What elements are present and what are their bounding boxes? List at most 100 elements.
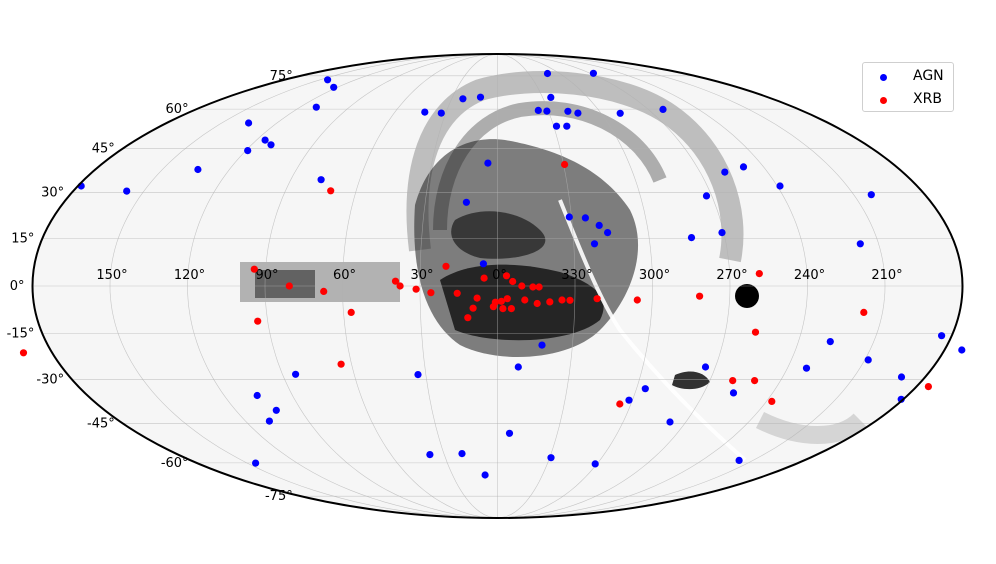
- xrb-point: [558, 296, 566, 304]
- latitude-tick-label: 15°: [11, 232, 34, 247]
- agn-point: [616, 109, 624, 117]
- xrb-point: [616, 400, 624, 408]
- longitude-gridline: [419, 53, 498, 519]
- agn-point: [261, 136, 269, 144]
- agn-point: [458, 450, 466, 458]
- agn-point: [574, 109, 582, 117]
- agn-point: [481, 471, 489, 479]
- agn-point: [543, 69, 552, 78]
- xrb-point: [755, 270, 763, 278]
- agn-point: [701, 363, 710, 371]
- agn-point: [505, 429, 514, 437]
- agn-point: [687, 234, 696, 242]
- xrb-point: [566, 296, 574, 304]
- xrb-point: [518, 282, 526, 290]
- longitude-tick-label: 330°: [561, 268, 592, 283]
- xrb-point: [427, 289, 435, 297]
- agn-point: [272, 406, 280, 414]
- agn-point: [563, 122, 571, 130]
- agn-point: [595, 221, 603, 229]
- longitude-gridline: [109, 53, 498, 519]
- xrb-point: [19, 349, 28, 357]
- data-points: [19, 69, 966, 479]
- agn-point: [534, 106, 542, 114]
- xrb-point: [533, 299, 541, 308]
- agn-point: [547, 93, 555, 101]
- xrb-point: [320, 287, 328, 295]
- agn-point: [565, 213, 573, 221]
- longitude-tick-label: 30°: [410, 268, 433, 283]
- agn-point: [856, 240, 864, 248]
- agn-point: [317, 176, 325, 184]
- xrb-point: [503, 295, 511, 303]
- longitude-tick-label: 150°: [96, 268, 127, 283]
- agn-point: [938, 332, 946, 340]
- legend: AGN XRB: [862, 62, 954, 112]
- xrb-point: [254, 317, 262, 325]
- agn-point: [479, 260, 487, 268]
- agn-point: [330, 83, 338, 91]
- agn-point: [194, 165, 202, 174]
- agn-point: [718, 229, 726, 237]
- xrb-point: [453, 289, 461, 297]
- longitude-tick-label: 240°: [794, 268, 825, 283]
- longitude-tick-label: 120°: [174, 268, 205, 283]
- agn-point: [426, 451, 434, 459]
- xrb-point: [696, 292, 704, 300]
- agn-point: [826, 338, 834, 346]
- longitude-tick-labels: 150° 120° 90° 60° 30° 0° 330° 300° 270° 240° 210°: [96, 268, 902, 283]
- agn-point: [625, 396, 633, 404]
- xrb-point: [502, 272, 511, 280]
- agn-point: [324, 76, 332, 84]
- agn-point: [590, 240, 599, 248]
- longitude-gridline: [497, 53, 731, 519]
- agn-point: [897, 373, 906, 381]
- xrb-point: [473, 294, 481, 302]
- agn-point: [123, 187, 131, 195]
- xrb-point: [396, 282, 404, 290]
- xrb-point: [347, 308, 355, 316]
- agn-point: [659, 105, 667, 113]
- agn-point: [437, 109, 445, 117]
- xrb-point: [768, 397, 776, 405]
- xrb-point: [489, 303, 497, 311]
- xrb-point: [507, 305, 515, 313]
- latitude-tick-label: -30°: [36, 373, 64, 388]
- map-outline: [31, 53, 964, 519]
- legend-entry-xrb: XRB: [863, 89, 953, 111]
- agn-point: [292, 370, 300, 378]
- agn-point: [244, 147, 252, 155]
- agn-point: [776, 182, 784, 190]
- longitude-tick-label: 300°: [639, 268, 670, 283]
- longitude-tick-label: 270°: [716, 268, 747, 283]
- xrb-point: [633, 296, 641, 304]
- agn-point: [312, 103, 320, 111]
- agn-point: [414, 371, 422, 379]
- agn-point: [591, 460, 599, 468]
- latitude-tick-label: -60°: [161, 456, 189, 471]
- agn-point: [604, 229, 612, 237]
- agn-point: [476, 93, 485, 101]
- xrb-point: [499, 305, 507, 313]
- agn-point: [547, 454, 555, 462]
- xrb-point: [593, 295, 601, 303]
- xrb-point: [497, 297, 505, 305]
- agn-point: [897, 395, 905, 403]
- longitude-tick-label: 0°: [492, 268, 507, 283]
- legend-label-agn: AGN: [913, 68, 944, 84]
- xrb-point: [860, 308, 868, 316]
- agn-point: [589, 69, 598, 77]
- agn-point: [462, 198, 470, 206]
- xrb-point: [442, 262, 450, 270]
- xrb-point: [561, 160, 569, 169]
- agn-point: [459, 95, 467, 103]
- agn-point: [421, 108, 429, 116]
- agn-point: [666, 418, 674, 426]
- legend-marker-xrb: [880, 97, 887, 104]
- longitude-tick-label: 90°: [255, 268, 278, 283]
- xrb-point: [412, 285, 420, 293]
- longitude-gridline: [497, 53, 808, 519]
- xrb-point: [751, 328, 760, 336]
- latitude-tick-label: 60°: [166, 102, 189, 117]
